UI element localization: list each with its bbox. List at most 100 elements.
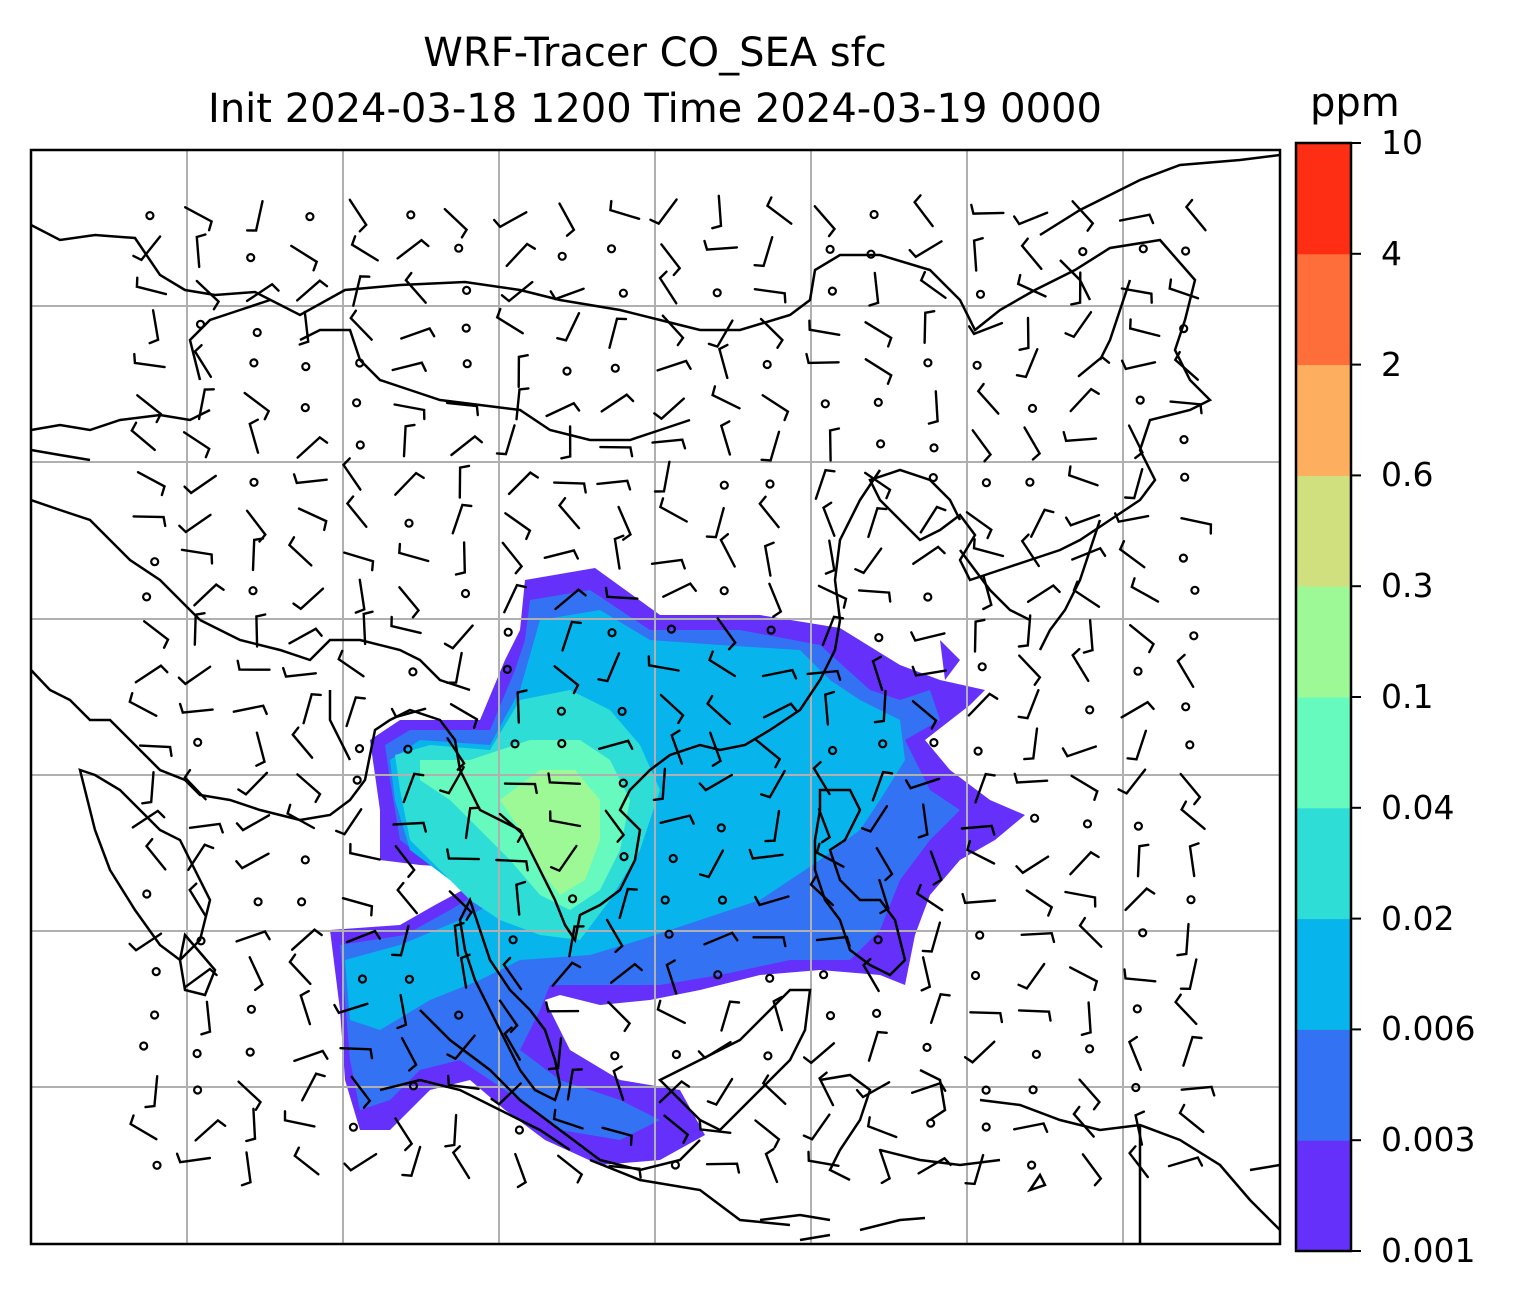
wind-barb	[919, 270, 947, 299]
wind-barb	[445, 651, 463, 684]
calm-wind-circle	[618, 288, 629, 298]
wind-barb	[658, 270, 678, 305]
wind-barb	[195, 279, 221, 311]
wind-barb	[1081, 1153, 1103, 1187]
calm-wind-circle	[510, 739, 520, 749]
wind-barb	[761, 668, 798, 680]
calm-wind-circle	[508, 935, 518, 945]
wind-barb	[394, 471, 425, 496]
wind-barb	[1072, 1105, 1095, 1138]
colorbar-band-3	[1296, 807, 1351, 920]
wind-barb	[1128, 1145, 1149, 1179]
plume-level-0-east	[940, 640, 960, 680]
wind-barb	[617, 505, 632, 541]
wind-barb	[812, 761, 831, 796]
wind-barb	[612, 1065, 625, 1101]
wind-barb	[605, 918, 624, 954]
wind-barb	[301, 1072, 326, 1102]
wind-barb	[545, 401, 581, 418]
calm-wind-circle	[567, 894, 578, 904]
wind-barb	[143, 620, 170, 649]
wind-barb	[813, 205, 837, 238]
wind-barb	[515, 387, 530, 421]
wind-barb	[286, 803, 316, 830]
wind-barb	[394, 845, 416, 878]
wind-barb	[705, 506, 725, 539]
wind-barb	[1020, 533, 1040, 568]
wind-barb	[965, 511, 993, 540]
calm-wind-circle	[192, 1048, 202, 1059]
wind-barb	[362, 610, 374, 646]
wind-barb	[1013, 772, 1049, 784]
wind-barb	[923, 310, 936, 344]
calm-wind-circle	[981, 478, 992, 488]
wind-barb	[490, 1082, 522, 1106]
calm-wind-circle	[355, 358, 365, 368]
wind-barb	[969, 1011, 1004, 1024]
wind-barb	[343, 1152, 378, 1172]
wind-barb	[1064, 513, 1101, 527]
colorbar-ticks	[1351, 142, 1361, 1252]
wind-barb	[400, 1037, 418, 1072]
wind-barb	[404, 271, 427, 304]
map-frame	[29, 148, 1282, 1246]
wind-barb	[1018, 654, 1042, 686]
calm-wind-circle	[300, 403, 310, 413]
wind-barb	[1025, 889, 1054, 917]
wind-barb	[613, 534, 625, 570]
wind-barb	[450, 434, 483, 457]
wind-barb	[868, 271, 880, 307]
wind-barb	[1026, 583, 1061, 603]
wind-barb	[656, 999, 686, 1025]
wind-barb	[136, 471, 166, 497]
wind-barb	[337, 649, 365, 678]
wind-barb	[549, 810, 582, 828]
wind-barb	[561, 620, 582, 652]
wind-barb	[719, 533, 736, 568]
calm-wind-circle	[461, 323, 471, 333]
wind-barb	[350, 1075, 372, 1109]
wind-barb	[965, 840, 996, 865]
wind-barb	[1120, 287, 1153, 304]
wind-barb	[498, 999, 519, 1034]
calm-wind-circle	[664, 929, 674, 939]
wind-barb	[860, 805, 889, 833]
calm-wind-circle	[827, 745, 838, 756]
wind-barb	[1120, 359, 1157, 371]
wind-barb	[390, 924, 410, 957]
map-gridlines	[31, 150, 1280, 1244]
calm-wind-circle	[1029, 813, 1040, 823]
wind-barb	[1134, 1110, 1146, 1146]
wind-barb	[507, 471, 539, 496]
wind-barb	[706, 1077, 734, 1106]
calm-wind-circle	[1186, 895, 1196, 905]
wind-barb	[960, 824, 996, 836]
wind-barb	[867, 507, 888, 539]
calm-wind-circle	[193, 1085, 203, 1095]
wind-barb	[1120, 700, 1155, 719]
calm-wind-circle	[556, 706, 567, 716]
wind-barb	[556, 312, 581, 342]
wind-barb	[653, 397, 685, 421]
calm-wind-circle	[666, 624, 677, 634]
wind-barb	[754, 1119, 781, 1149]
calm-wind-circle	[354, 743, 365, 754]
wind-barb	[503, 1026, 521, 1061]
wind-barb	[1167, 1156, 1204, 1168]
wind-barb	[659, 693, 685, 725]
wind-barb	[282, 666, 317, 678]
wind-barb	[754, 895, 790, 907]
calm-wind-circle	[404, 974, 414, 984]
colorbar-band-7	[1296, 364, 1351, 476]
wind-barb	[443, 207, 469, 239]
wind-barb	[1013, 211, 1049, 226]
calm-wind-circle	[357, 974, 368, 984]
wind-barb	[1061, 745, 1097, 758]
wind-barb	[557, 1154, 584, 1184]
calm-wind-circle	[142, 889, 152, 899]
calm-wind-circle	[403, 744, 413, 754]
wind-barb	[517, 354, 529, 389]
colorbar-band-6	[1296, 475, 1351, 587]
wind-barb	[1176, 653, 1195, 688]
